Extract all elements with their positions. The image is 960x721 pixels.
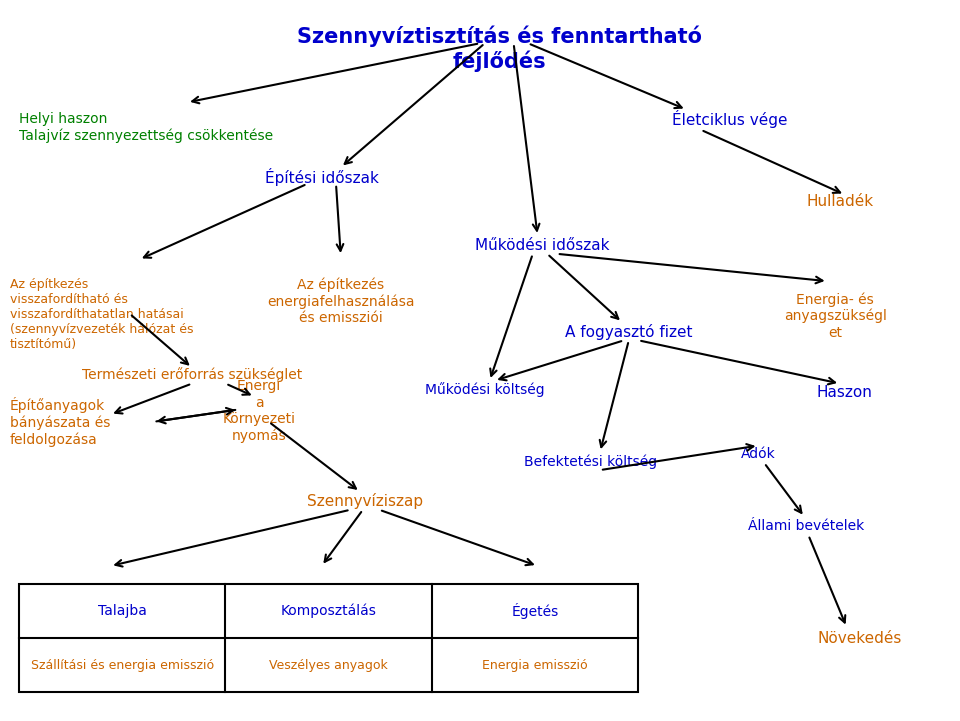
Text: Haszon: Haszon (817, 386, 873, 400)
Text: Az építkezés
visszafordítható és
visszafordíthatatlan hatásai
(szennyvízvezeték : Az építkezés visszafordítható és visszaf… (10, 278, 193, 350)
Text: Adók: Adók (741, 447, 776, 461)
Text: Működési időszak: Működési időszak (475, 238, 610, 252)
Text: Energi
a
Környezeti
nyomás: Energi a Környezeti nyomás (223, 379, 296, 443)
Text: Veszélyes anyagok: Veszélyes anyagok (269, 658, 388, 672)
Text: Talajba: Talajba (98, 604, 147, 618)
Text: Szennyvíziszap: Szennyvíziszap (307, 493, 422, 509)
Text: Komposztálás: Komposztálás (280, 603, 376, 619)
Text: Szennyvíztisztítás és fenntartható
fejlődés: Szennyvíztisztítás és fenntartható fejlő… (297, 25, 702, 71)
Text: A fogyasztó fizet: A fogyasztó fizet (565, 324, 692, 340)
Text: Építési időszak: Építési időszak (265, 168, 378, 185)
Text: Életciklus vége: Életciklus vége (672, 110, 787, 128)
Text: Égetés: Égetés (512, 603, 559, 619)
Text: Az építkezés
energiafelhasználása
és emissziói: Az építkezés energiafelhasználása és emi… (267, 278, 415, 325)
Text: Energia- és
anyagszükségl
et: Energia- és anyagszükségl et (783, 292, 887, 340)
Text: Energia emisszió: Energia emisszió (482, 658, 588, 672)
Bar (19, 584, 638, 692)
Text: Szállítási és energia emisszió: Szállítási és energia emisszió (31, 658, 214, 672)
Text: Építőanyagok
bányászata és
feldolgozása: Építőanyagok bányászata és feldolgozása (10, 397, 110, 446)
Text: Hulladék: Hulladék (806, 195, 874, 209)
Text: Állami bevételek: Állami bevételek (748, 519, 865, 534)
Text: Növekedés: Növekedés (817, 631, 901, 645)
Text: Helyi haszon
Talajvíz szennyezettség csökkentése: Helyi haszon Talajvíz szennyezettség csö… (19, 112, 274, 143)
Text: Természeti erőforrás szükséglet: Természeti erőforrás szükséglet (82, 368, 301, 382)
Text: Működési költség: Működési költség (425, 382, 544, 397)
Text: Befektetési költség: Befektetési költség (524, 454, 657, 469)
